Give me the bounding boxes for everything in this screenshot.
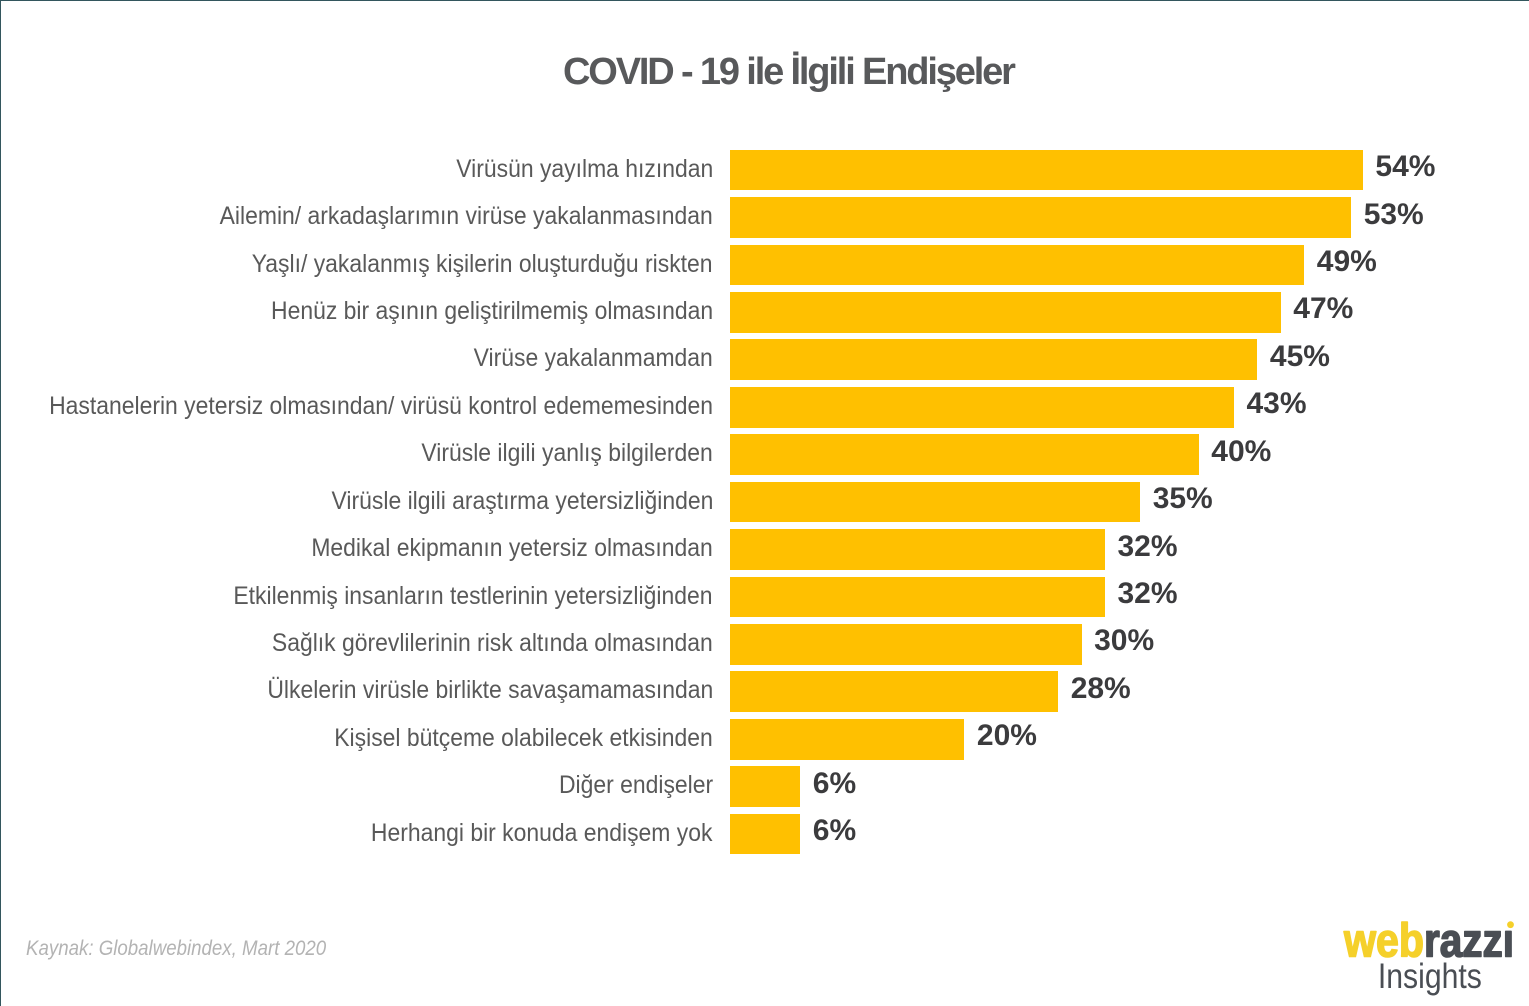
svg-text:razzı: razzı <box>1424 916 1514 966</box>
svg-text:web: web <box>1343 916 1424 966</box>
svg-text:Insights: Insights <box>1378 957 1482 996</box>
